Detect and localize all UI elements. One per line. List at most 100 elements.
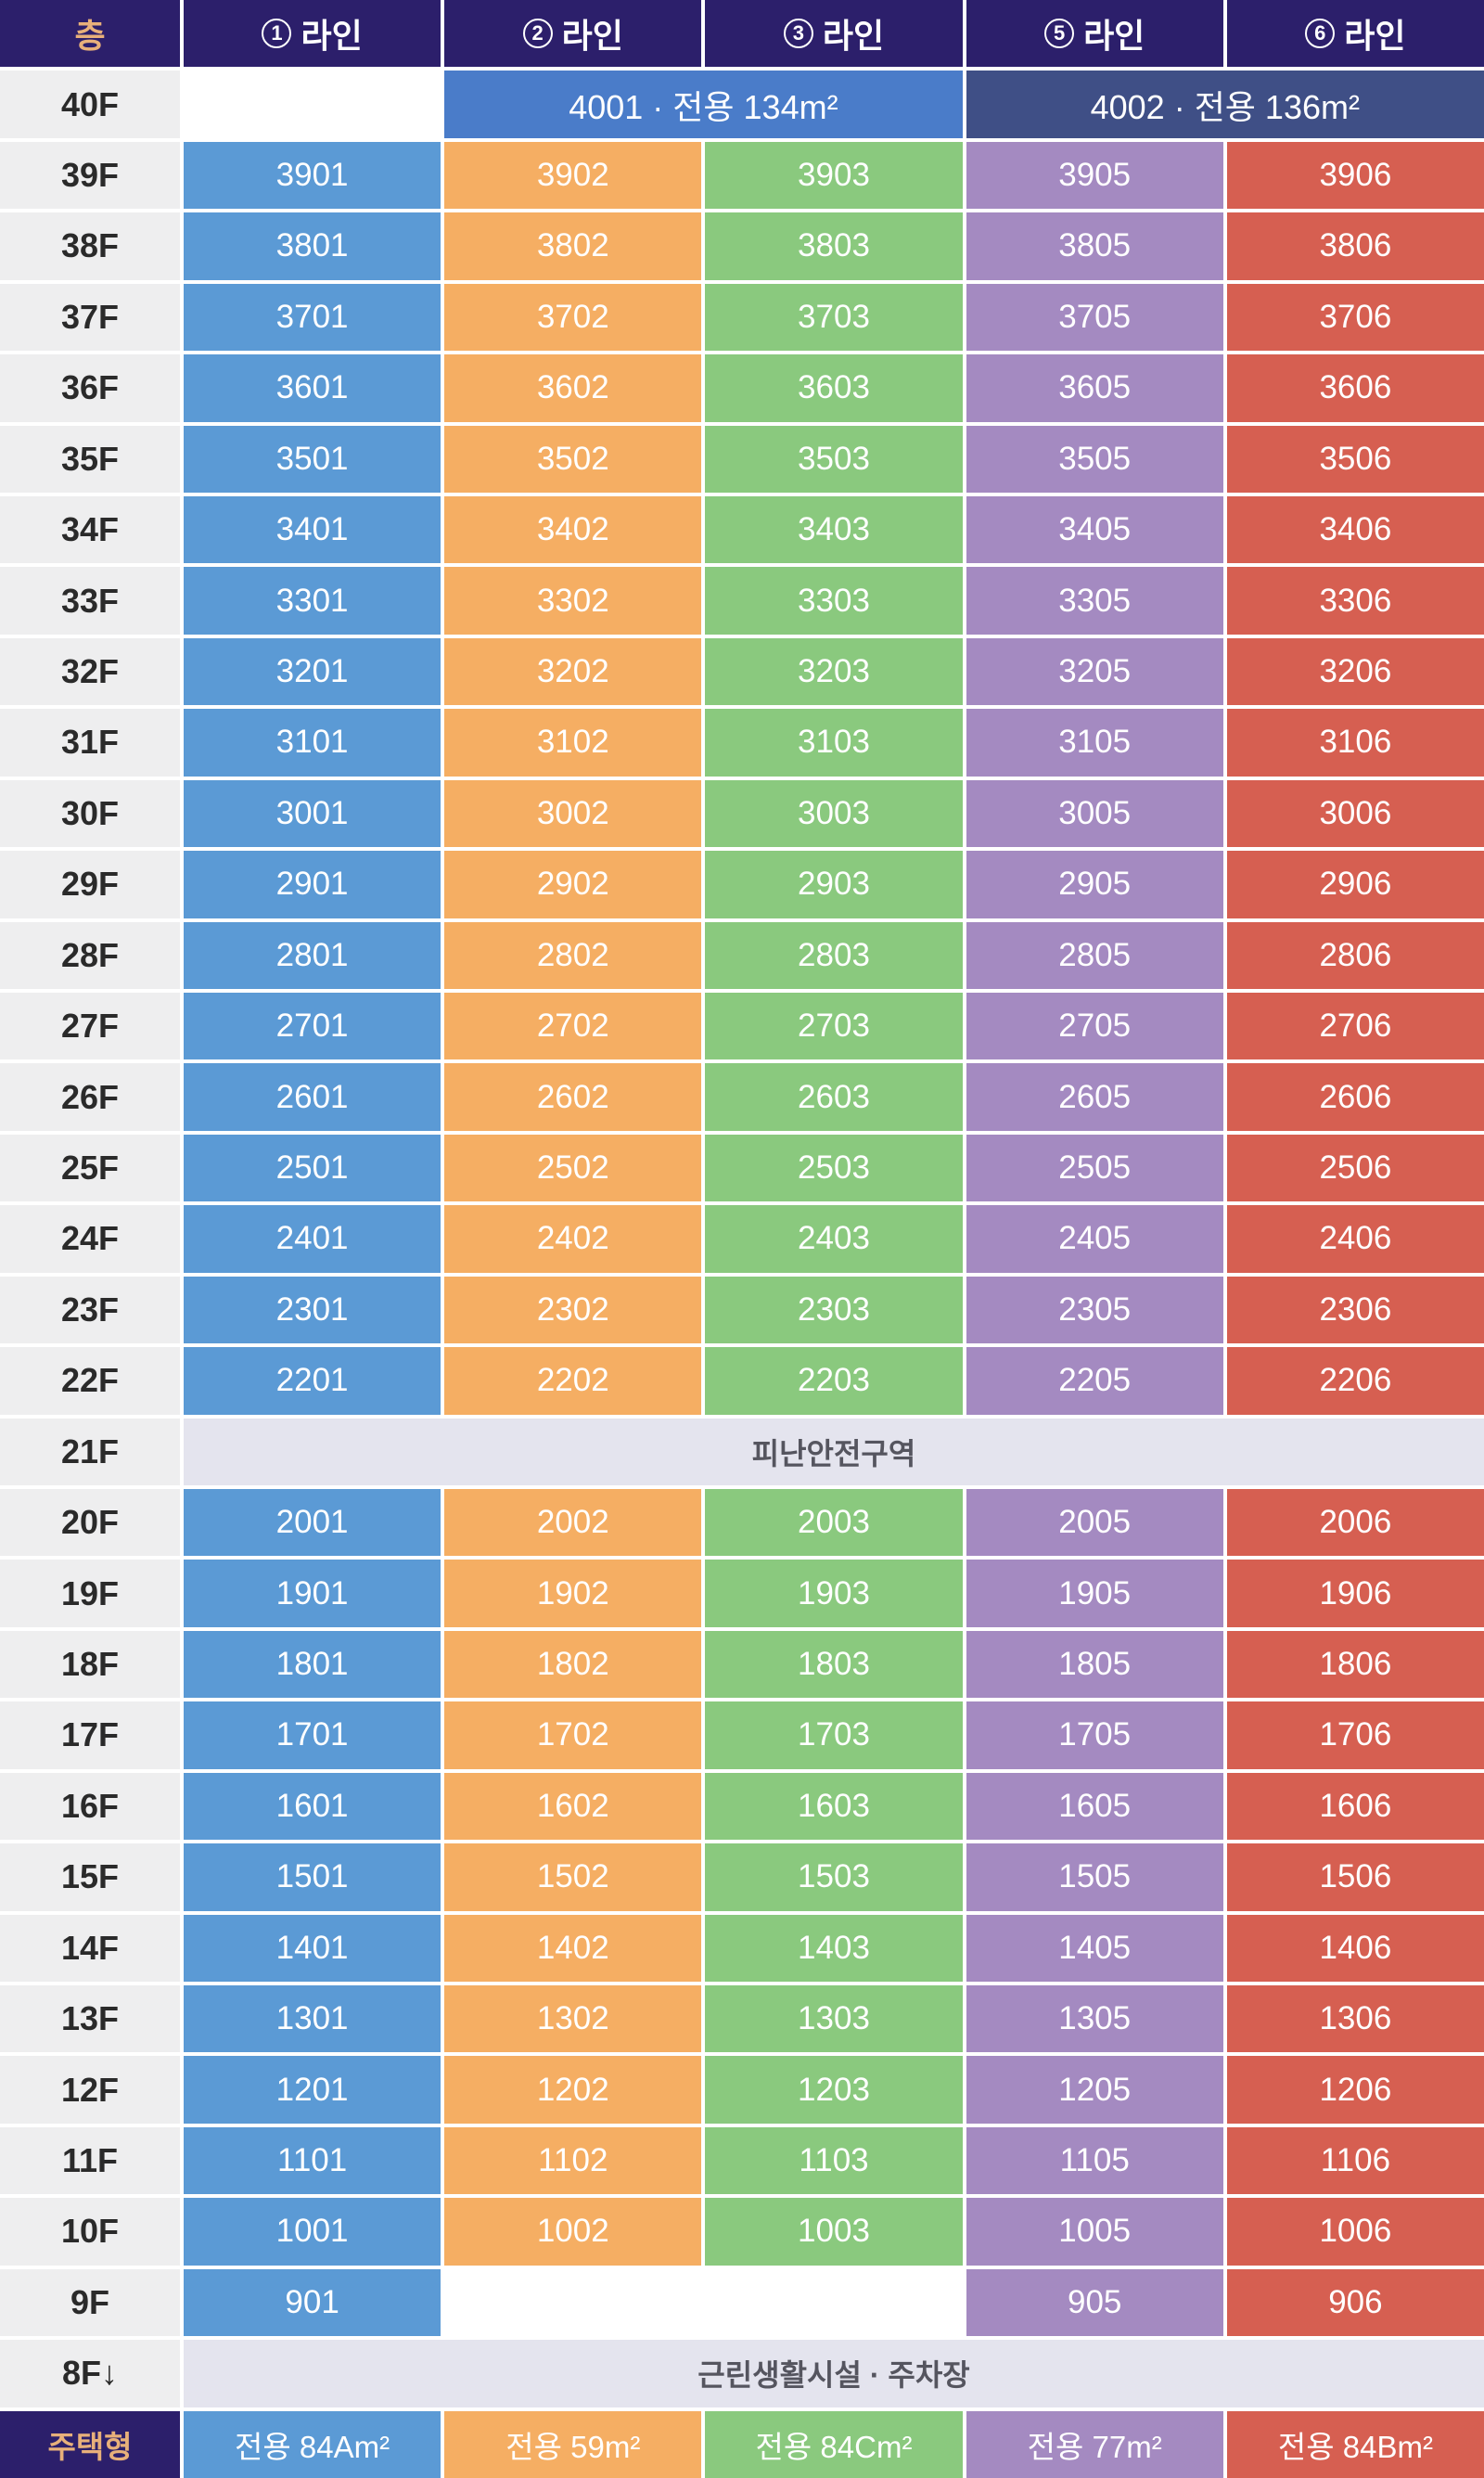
unit-cell: 3302 <box>444 567 702 635</box>
unit-cell: 3105 <box>966 709 1223 777</box>
unit-cell: 3102 <box>444 709 702 777</box>
circled-number-icon: 6 <box>1305 19 1336 49</box>
unit-cell: 2706 <box>1226 993 1484 1060</box>
unit-cell: 1103 <box>705 2126 963 2195</box>
unit-cell: 1705 <box>966 1701 1223 1769</box>
penthouse-unit-4002: 4002 · 전용 136m² <box>966 71 1484 138</box>
unit-cell: 1602 <box>444 1772 702 1841</box>
house-type-value: 전용 84Bm² <box>1226 2410 1484 2478</box>
unit-cell: 2601 <box>184 1063 441 1131</box>
unit-cell: 2201 <box>184 1347 441 1415</box>
floor-label: 34F <box>0 496 180 564</box>
floor-label: 35F <box>0 425 180 493</box>
unit-cell: 1606 <box>1226 1772 1484 1841</box>
unit-cell: 2901 <box>184 851 441 918</box>
unit-cell: 2405 <box>966 1205 1223 1273</box>
unit-cell: 2002 <box>444 1489 702 1557</box>
unit-cell: 1806 <box>1226 1630 1484 1699</box>
unit-cell: 1403 <box>705 1914 963 1982</box>
unit-cell: 2403 <box>705 1205 963 1273</box>
circled-number-icon: 5 <box>1044 19 1075 49</box>
unit-cell: 1805 <box>966 1630 1223 1699</box>
floor-label: 37F <box>0 283 180 352</box>
unit-cell: 2402 <box>444 1205 702 1273</box>
unit-cell: 1803 <box>705 1630 963 1699</box>
unit-cell: 3201 <box>184 637 441 706</box>
unit-cell: 3702 <box>444 283 702 352</box>
unit-cell: 2803 <box>705 921 963 989</box>
header-line-2: 2 라인 <box>444 0 702 68</box>
unit-cell: 3603 <box>705 354 963 422</box>
unit-cell: 2801 <box>184 921 441 989</box>
unit-cell: 2203 <box>705 1347 963 1415</box>
unit-cell: 3606 <box>1226 354 1484 422</box>
empty-cell <box>184 71 441 138</box>
unit-cell: 3806 <box>1226 212 1484 280</box>
unit-cell: 3103 <box>705 709 963 777</box>
house-type-value: 전용 84Cm² <box>705 2410 963 2478</box>
header-line-3: 3 라인 <box>705 0 963 68</box>
floor-label: 22F <box>0 1347 180 1415</box>
unit-cell: 2006 <box>1226 1489 1484 1557</box>
unit-cell: 3701 <box>184 283 441 352</box>
unit-cell: 3301 <box>184 567 441 635</box>
floor-label: 38F <box>0 212 180 280</box>
unit-cell: 2506 <box>1226 1134 1484 1202</box>
unit-cell: 3303 <box>705 567 963 635</box>
unit-cell: 2806 <box>1226 921 1484 989</box>
unit-cell: 3106 <box>1226 709 1484 777</box>
floor-label: 10F <box>0 2198 180 2266</box>
unit-cell: 3706 <box>1226 283 1484 352</box>
unit-cell: 2202 <box>444 1347 702 1415</box>
unit-cell: 3205 <box>966 637 1223 706</box>
unit-cell: 1703 <box>705 1701 963 1769</box>
house-type-value: 전용 77m² <box>966 2410 1223 2478</box>
unit-cell: 2501 <box>184 1134 441 1202</box>
unit-cell: 3902 <box>444 141 702 210</box>
floor-label: 8F↓ <box>0 2340 180 2407</box>
unit-cell: 2603 <box>705 1063 963 1131</box>
unit-cell: 2205 <box>966 1347 1223 1415</box>
unit-cell: 2503 <box>705 1134 963 1202</box>
unit-cell: 3006 <box>1226 779 1484 848</box>
circled-number-icon: 3 <box>783 19 813 49</box>
unit-cell: 3705 <box>966 283 1223 352</box>
floor-label: 40F <box>0 71 180 138</box>
commercial-parking-banner: 근린생활시설 · 주차장 <box>184 2340 1484 2407</box>
unit-cell: 2003 <box>705 1489 963 1557</box>
unit-cell: 2302 <box>444 1276 702 1344</box>
unit-cell: 1003 <box>705 2198 963 2266</box>
unit-cell: 3505 <box>966 425 1223 493</box>
unit-cell: 1005 <box>966 2198 1223 2266</box>
refuge-area-banner: 피난안전구역 <box>184 1418 1484 1485</box>
floor-label: 39F <box>0 141 180 210</box>
unit-cell: 906 <box>1226 2268 1484 2337</box>
unit-cell: 3203 <box>705 637 963 706</box>
unit-cell: 2902 <box>444 851 702 918</box>
unit-cell: 1401 <box>184 1914 441 1982</box>
floor-label: 28F <box>0 921 180 989</box>
floor-label: 32F <box>0 637 180 706</box>
unit-cell: 3502 <box>444 425 702 493</box>
unit-cell: 2206 <box>1226 1347 1484 1415</box>
floor-label: 11F <box>0 2126 180 2195</box>
unit-cell: 3306 <box>1226 567 1484 635</box>
unit-cell: 3202 <box>444 637 702 706</box>
floor-label: 12F <box>0 2056 180 2124</box>
floor-label: 15F <box>0 1843 180 1911</box>
unit-cell: 1101 <box>184 2126 441 2195</box>
unit-cell: 3805 <box>966 212 1223 280</box>
unit-cell: 3503 <box>705 425 963 493</box>
unit-cell: 3305 <box>966 567 1223 635</box>
unit-cell: 3501 <box>184 425 441 493</box>
unit-cell: 1201 <box>184 2056 441 2124</box>
unit-cell: 2305 <box>966 1276 1223 1344</box>
header-line-6: 6 라인 <box>1226 0 1484 68</box>
floor-label: 9F <box>0 2268 180 2337</box>
unit-cell: 1603 <box>705 1772 963 1841</box>
unit-cell: 3602 <box>444 354 702 422</box>
unit-cell: 3601 <box>184 354 441 422</box>
unit-cell: 3905 <box>966 141 1223 210</box>
floor-label: 36F <box>0 354 180 422</box>
unit-cell: 2906 <box>1226 851 1484 918</box>
